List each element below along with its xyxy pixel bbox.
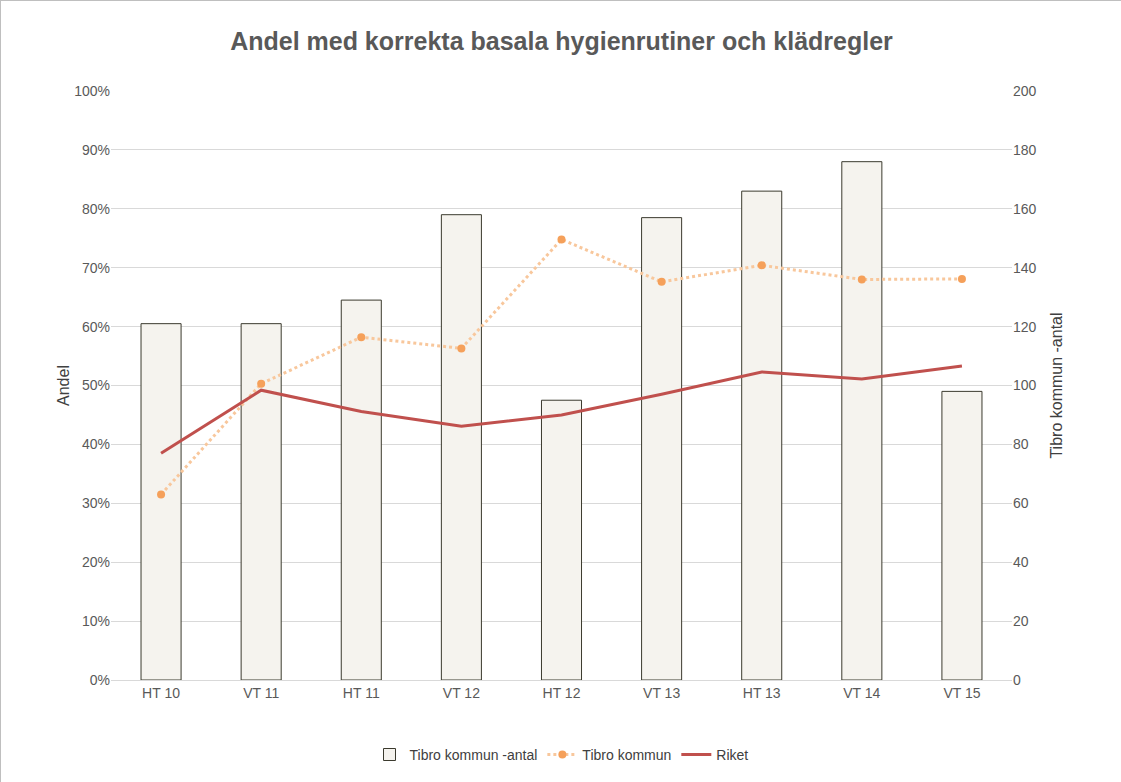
svg-text:VT 15: VT 15: [943, 685, 980, 701]
svg-text:70%: 70%: [82, 260, 110, 276]
svg-text:HT 10: HT 10: [142, 685, 180, 701]
svg-text:VT 13: VT 13: [643, 685, 680, 701]
svg-text:120: 120: [1013, 319, 1037, 335]
svg-text:30%: 30%: [82, 495, 110, 511]
svg-text:20: 20: [1013, 613, 1029, 629]
svg-text:90%: 90%: [82, 142, 110, 158]
svg-text:VT 11: VT 11: [243, 685, 279, 701]
svg-text:20%: 20%: [82, 554, 110, 570]
svg-text:180: 180: [1013, 142, 1037, 158]
svg-text:Tibro kommun: Tibro kommun: [582, 747, 671, 763]
svg-text:100%: 100%: [74, 83, 110, 99]
svg-text:HT 13: HT 13: [743, 685, 781, 701]
svg-text:40: 40: [1013, 554, 1029, 570]
svg-text:VT 14: VT 14: [843, 685, 880, 701]
svg-text:80: 80: [1013, 436, 1029, 452]
svg-text:HT 11: HT 11: [343, 685, 380, 701]
svg-text:HT 12: HT 12: [543, 685, 581, 701]
svg-text:Andel med korrekta basala hygi: Andel med korrekta basala hygienrutiner …: [230, 27, 893, 55]
svg-text:50%: 50%: [82, 377, 110, 393]
svg-text:160: 160: [1013, 201, 1037, 217]
svg-text:10%: 10%: [82, 613, 110, 629]
svg-text:60%: 60%: [82, 319, 110, 335]
svg-text:Andel: Andel: [55, 365, 72, 406]
svg-text:VT 12: VT 12: [443, 685, 480, 701]
svg-text:0%: 0%: [90, 672, 110, 688]
svg-text:40%: 40%: [82, 436, 110, 452]
svg-text:140: 140: [1013, 260, 1037, 276]
svg-text:Tibro kommun -antal: Tibro kommun -antal: [1048, 312, 1065, 458]
svg-text:Tibro kommun -antal: Tibro kommun -antal: [410, 747, 538, 763]
svg-text:60: 60: [1013, 495, 1029, 511]
svg-text:200: 200: [1013, 83, 1037, 99]
svg-text:80%: 80%: [82, 201, 110, 217]
svg-text:Riket: Riket: [716, 747, 748, 763]
svg-text:0: 0: [1013, 672, 1021, 688]
svg-text:100: 100: [1013, 377, 1037, 393]
